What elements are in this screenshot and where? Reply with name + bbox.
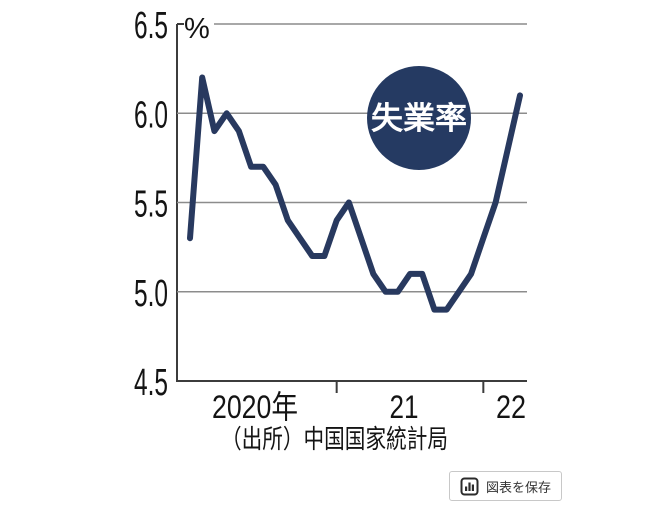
save-chart-label: 図表を保存 [486, 479, 552, 495]
source-note: （出所）中国国家統計局 [221, 424, 448, 454]
save-chart-button[interactable]: 図表を保存 [449, 471, 563, 501]
x-label-2020: 2020年 [212, 389, 298, 425]
y-axis-label: 6.0 [134, 94, 168, 136]
x-label-22: 22 [496, 389, 526, 425]
y-axis-label: 6.5 [134, 5, 168, 47]
y-axis-unit-label: % [184, 13, 210, 45]
unemployment-rate-chart: 6.5 6.0 5.5 5.0 4.5 % 2020年 21 22 失業率 （出所）中国… [134, 5, 527, 454]
y-axis-label: 5.0 [134, 273, 168, 315]
x-axis-tickmarks [335, 381, 485, 393]
series-badge-label: 失業率 [371, 101, 467, 136]
y-axis-labels: 6.5 6.0 5.5 5.0 4.5 [134, 5, 168, 404]
series-badge-circle [367, 66, 471, 170]
y-axis-label: 4.5 [134, 362, 168, 404]
bar-chart-icon [460, 477, 479, 496]
y-axis-label: 5.5 [134, 184, 168, 226]
unemployment-line [187, 74, 523, 313]
chart-container: 6.5 6.0 5.5 5.0 4.5 % 2020年 21 22 失業率 （出所）中国… [134, 5, 527, 454]
x-label-21: 21 [390, 389, 419, 425]
